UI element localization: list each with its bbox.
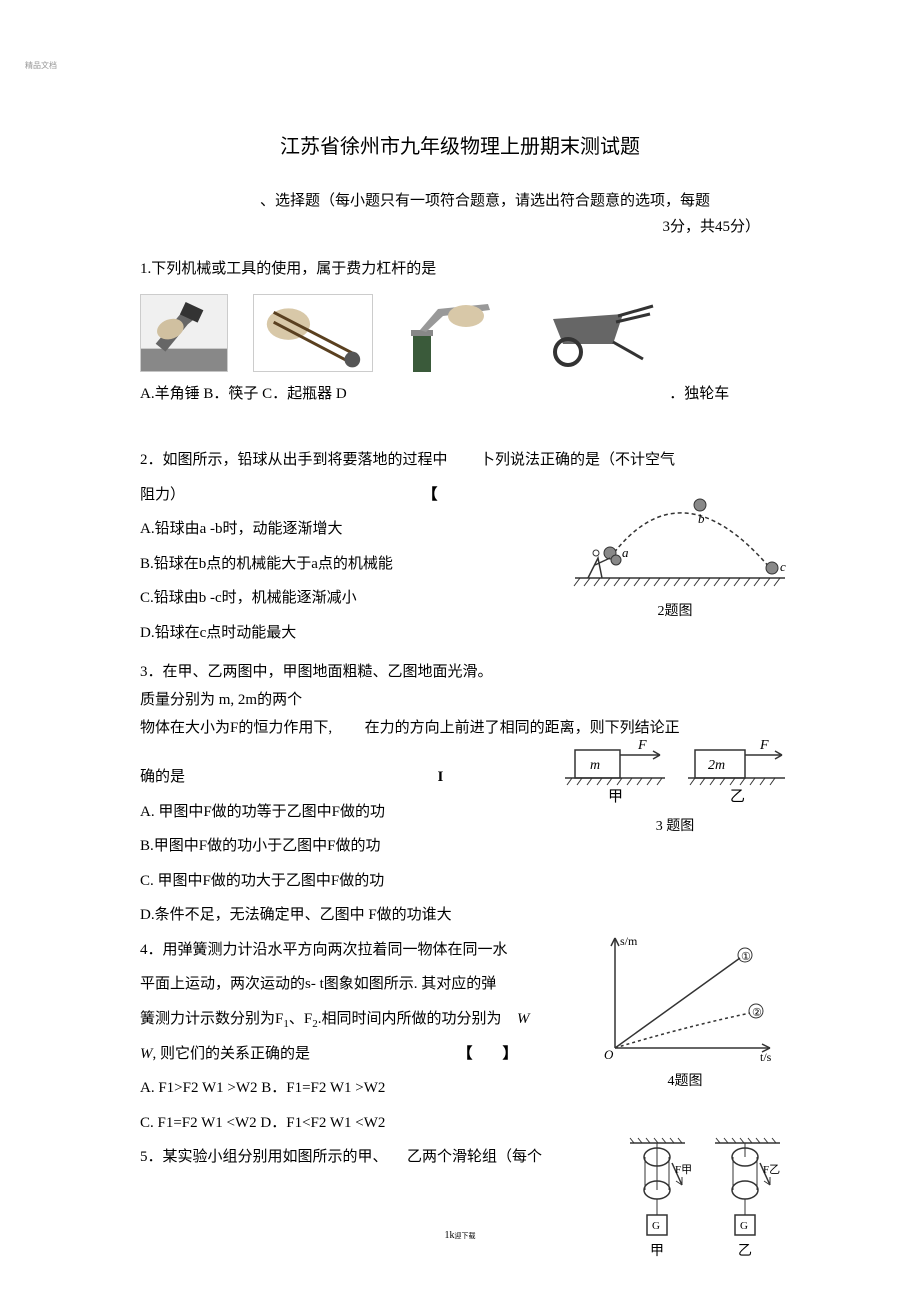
q4-l3b: 、F xyxy=(289,1011,312,1027)
q4-figure: s/m t/s O ① ② 4题图 xyxy=(590,933,780,1090)
svg-text:甲: 甲 xyxy=(650,1244,664,1259)
svg-text:乙: 乙 xyxy=(738,1243,752,1259)
q3-opt-c: C. 甲图中F做的功大于乙图中F做的功 xyxy=(140,864,780,899)
svg-text:O: O xyxy=(604,1047,614,1062)
svg-text:F: F xyxy=(759,738,769,753)
q3-caption: 3 题图 xyxy=(560,815,790,835)
q3-section: 3．在甲、乙两图中，甲图地面粗糙、乙图地面光滑。 质量分别为 m, 2m的两个 … xyxy=(140,655,780,933)
q2-line1a: 2．如图所示，铅球从出手到将要落地的过程中 xyxy=(140,452,448,468)
q4-l3d: W xyxy=(517,1011,530,1027)
svg-text:t/s: t/s xyxy=(760,1050,772,1063)
q1-options: A.羊角锤 B．筷子 C．起瓶器 D ．独轮车 xyxy=(140,382,780,403)
q1-text: 1.下列机械或工具的使用，属于费力杠杆的是 xyxy=(140,254,780,284)
q2-line1: 2．如图所示，铅球从出手到将要落地的过程中 卜列说法正确的是（不计空气 xyxy=(140,443,780,478)
q2-figure: a b c xyxy=(560,483,790,620)
q2-section: 2．如图所示，铅球从出手到将要落地的过程中 卜列说法正确的是（不计空气 阻力） … xyxy=(140,443,780,650)
q3-figure: m F 2m F xyxy=(560,735,790,835)
footer-page: 1k xyxy=(445,1230,455,1241)
svg-text:F: F xyxy=(637,738,647,753)
svg-text:m: m xyxy=(590,758,600,773)
svg-text:①: ① xyxy=(741,951,751,963)
svg-text:c: c xyxy=(780,559,786,574)
q4-bracket: 【 】 xyxy=(458,1046,518,1062)
q2-bracket: 【 xyxy=(423,487,438,503)
svg-text:乙: 乙 xyxy=(730,789,745,805)
q5-figure: G F甲 甲 G F乙 乙 xyxy=(620,1135,790,1270)
q1-images-row xyxy=(140,294,780,372)
footer-sub: 迎下载 xyxy=(455,1232,476,1240)
q2-line2-text: 阻力） xyxy=(140,487,185,503)
q1-img-bottle-opener xyxy=(398,294,503,372)
q4-l3c: .相同时间内所做的功分别为 xyxy=(318,1011,502,1027)
q3-line4-text: 确的是 xyxy=(140,769,185,785)
score-info: 3分，共45分） xyxy=(140,215,780,236)
q2-opt-d: D.铅球在c点时动能最大 xyxy=(140,616,780,651)
q3-line1: 3．在甲、乙两图中，甲图地面粗糙、乙图地面光滑。 xyxy=(140,655,780,690)
q4-section: 4．用弹簧测力计沿水平方向两次拉着同一物体在同一水 平面上运动，两次运动的s- … xyxy=(140,933,780,1141)
q1-img-wheelbarrow xyxy=(528,294,658,372)
q3-line3b: 在力的方向上前进了相同的距离，则下列结论正 xyxy=(365,720,680,736)
q1-img-hammer xyxy=(140,294,228,372)
watermark-text: 精品文档 xyxy=(25,60,57,71)
q3-line2: 质量分别为 m, 2m的两个 xyxy=(140,690,780,711)
q5-l1a: 5．某实验小组分别用如图所示的甲、 xyxy=(140,1149,388,1165)
q5-section: 5．某实验小组分别用如图所示的甲、 乙两个滑轮组（每个 G xyxy=(140,1140,780,1175)
q1-options-right: ．独轮车 xyxy=(669,386,729,402)
document-title: 江苏省徐州市九年级物理上册期末测试题 xyxy=(140,130,780,159)
section-header: 、选择题（每小题只有一项符合题意，请选出符合题意的选项，每题 xyxy=(140,189,780,210)
q4-caption: 4题图 xyxy=(590,1070,780,1090)
svg-text:a: a xyxy=(622,545,629,560)
svg-text:s/m: s/m xyxy=(620,934,638,948)
q3-bracket: I xyxy=(438,769,444,785)
q2-line1b: 卜列说法正确的是（不计空气 xyxy=(480,452,675,468)
svg-text:2m: 2m xyxy=(708,758,725,773)
document-content: 江苏省徐州市九年级物理上册期末测试题 、选择题（每小题只有一项符合题意，请选出符… xyxy=(0,60,920,1175)
svg-text:甲: 甲 xyxy=(608,789,623,805)
svg-text:F甲: F甲 xyxy=(675,1164,692,1176)
q1-img-chopsticks xyxy=(253,294,373,372)
q4-l3a: 簧测力计示数分别为F xyxy=(140,1011,283,1027)
q5-l1b: 乙两个滑轮组（每个 xyxy=(407,1149,542,1165)
q4-l4b: , 则它们的关系正确的是 xyxy=(153,1046,311,1062)
svg-text:b: b xyxy=(698,511,705,526)
page-footer: 1k迎下载 xyxy=(0,1230,920,1241)
q1-options-left: A.羊角锤 B．筷子 C．起瓶器 D xyxy=(140,386,347,402)
q4-l4a: W xyxy=(140,1046,153,1062)
svg-text:②: ② xyxy=(752,1007,762,1019)
q3-line3a: 物体在大小为F的恒力作用下, xyxy=(140,720,332,736)
q2-caption: 2题图 xyxy=(560,600,790,620)
svg-text:F乙: F乙 xyxy=(763,1163,780,1176)
q3-opt-d: D.条件不足，无法确定甲、乙图中 F做的功谁大 xyxy=(140,898,780,933)
